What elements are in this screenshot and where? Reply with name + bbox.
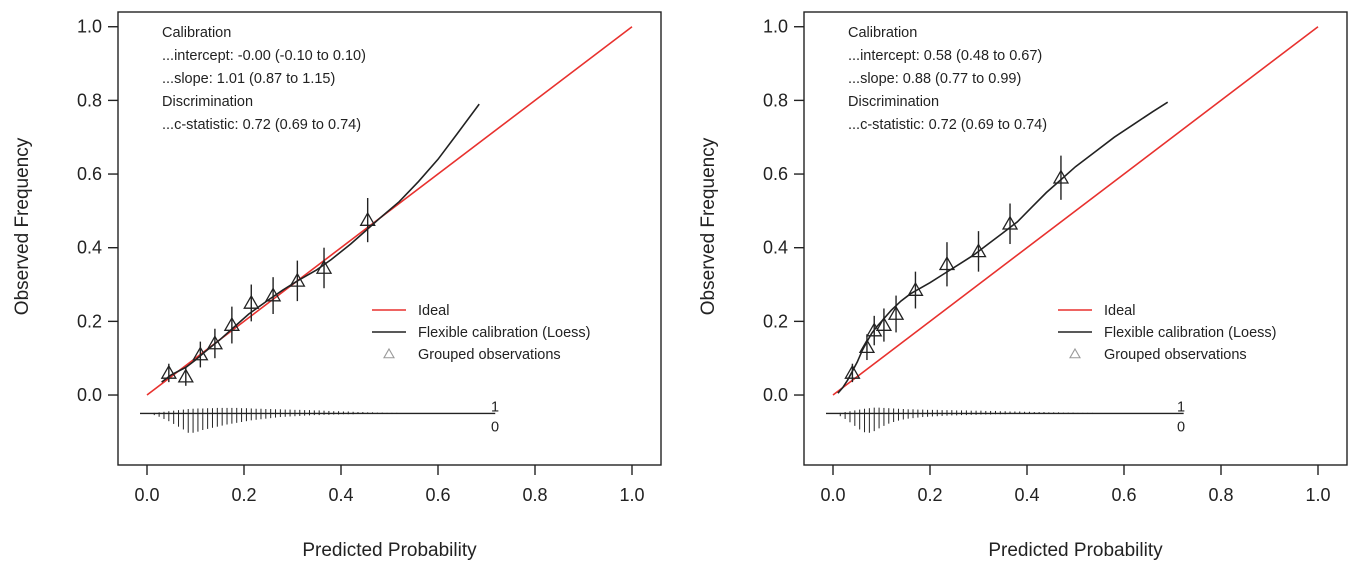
chart-panel-1: 0.0 0.2 0.4 0.6 0.8 1.0 0.0 0.2 0.4 0.6 0.8 1.0 Pred…: [12, 11, 662, 561]
grouped-observation-marker: [938, 255, 956, 271]
x-axis-label: Predicted Probability: [302, 540, 477, 561]
grouped-observation-marker: [177, 368, 194, 383]
histogram-label-nonevent: 0: [1177, 419, 1185, 435]
x-tick-label: 0.6: [425, 485, 450, 505]
histogram-label-event: 1: [491, 399, 499, 415]
annotation-line: Discrimination: [162, 94, 253, 110]
annotation-line: ...c-statistic: 0.72 (0.69 to 0.74): [848, 117, 1047, 133]
grouped-observation-marker: [887, 305, 905, 320]
legend-label: Ideal: [1104, 303, 1135, 319]
grouped-observation-marker: [206, 335, 224, 350]
annotation-line: ...intercept: 0.58 (0.48 to 0.67): [848, 48, 1042, 64]
x-tick-label: 0.4: [328, 485, 353, 505]
legend-swatch: [383, 347, 395, 359]
grouped-observation-marker: [858, 338, 876, 354]
legend-label: Flexible calibration (Loess): [418, 325, 590, 341]
annotation-line: Calibration: [162, 25, 231, 41]
annotation-line: Calibration: [848, 25, 917, 41]
x-tick-label: 1.0: [1305, 485, 1330, 505]
plot-frame: [803, 11, 1348, 466]
x-tick-label: 0.4: [1014, 485, 1039, 505]
grouped-observation-marker: [264, 287, 282, 302]
plot-frame: [117, 11, 662, 466]
x-tick-label: 0.6: [1111, 485, 1136, 505]
grouped-observation-marker: [875, 316, 893, 331]
legend-label: Flexible calibration (Loess): [1104, 325, 1276, 341]
y-tick-label: 0.2: [77, 311, 102, 331]
y-tick-label: 0.8: [77, 90, 102, 110]
grouped-observation-marker: [1001, 215, 1019, 230]
x-tick-label: 0.8: [1208, 485, 1233, 505]
y-tick-label: 0.8: [763, 90, 788, 110]
legend-label: Grouped observations: [418, 347, 561, 363]
histogram-label-event: 1: [1177, 399, 1185, 415]
annotation-line: ...slope: 0.88 (0.77 to 0.99): [848, 71, 1021, 87]
x-axis-label: Predicted Probability: [988, 540, 1163, 561]
grouped-observation-marker: [315, 259, 333, 274]
grouped-observation-marker: [1052, 169, 1070, 184]
chart-panel-2: 0.0 0.2 0.4 0.6 0.8 1.0 0.0 0.2 0.4 0.6 0.8 1.0 Pred…: [698, 11, 1348, 561]
legend-label: Ideal: [418, 303, 449, 319]
y-tick-label: 0.6: [763, 164, 788, 184]
x-tick-label: 0.0: [134, 485, 159, 505]
x-tick-label: 0.2: [917, 485, 942, 505]
grouped-observation-marker: [223, 316, 240, 331]
y-tick-label: 0.0: [77, 385, 102, 405]
y-tick-label: 0.2: [763, 311, 788, 331]
legend-swatch: [1069, 347, 1081, 359]
legend-label: Grouped observations: [1104, 347, 1247, 363]
histogram-label-nonevent: 0: [491, 419, 499, 435]
annotation-line: ...intercept: -0.00 (-0.10 to 0.10): [162, 48, 366, 64]
y-tick-label: 0.6: [77, 164, 102, 184]
y-tick-label: 1.0: [763, 17, 788, 37]
x-tick-label: 0.8: [522, 485, 547, 505]
grouped-observation-marker: [289, 272, 306, 287]
grouped-observation-marker: [907, 281, 924, 296]
x-tick-label: 0.0: [820, 485, 845, 505]
y-tick-label: 0.4: [77, 238, 102, 258]
y-tick-label: 0.0: [763, 385, 788, 405]
annotation-line: Discrimination: [848, 94, 939, 110]
grouped-observation-marker: [160, 364, 177, 379]
grouped-observation-marker: [359, 211, 376, 226]
grouped-observation-marker: [970, 243, 987, 258]
grouped-observation-marker: [844, 364, 861, 379]
y-axis-label: Observed Frequency: [12, 137, 33, 315]
y-axis-label: Observed Frequency: [698, 137, 719, 315]
y-tick-label: 1.0: [77, 17, 102, 37]
x-tick-label: 1.0: [619, 485, 644, 505]
y-tick-label: 0.4: [763, 238, 788, 258]
annotation-line: ...c-statistic: 0.72 (0.69 to 0.74): [162, 117, 361, 133]
x-tick-label: 0.2: [231, 485, 256, 505]
annotation-line: ...slope: 1.01 (0.87 to 1.15): [162, 71, 335, 87]
grouped-observation-marker: [243, 294, 260, 309]
grouped-observation-marker: [192, 346, 209, 361]
series-line: [832, 26, 1319, 396]
